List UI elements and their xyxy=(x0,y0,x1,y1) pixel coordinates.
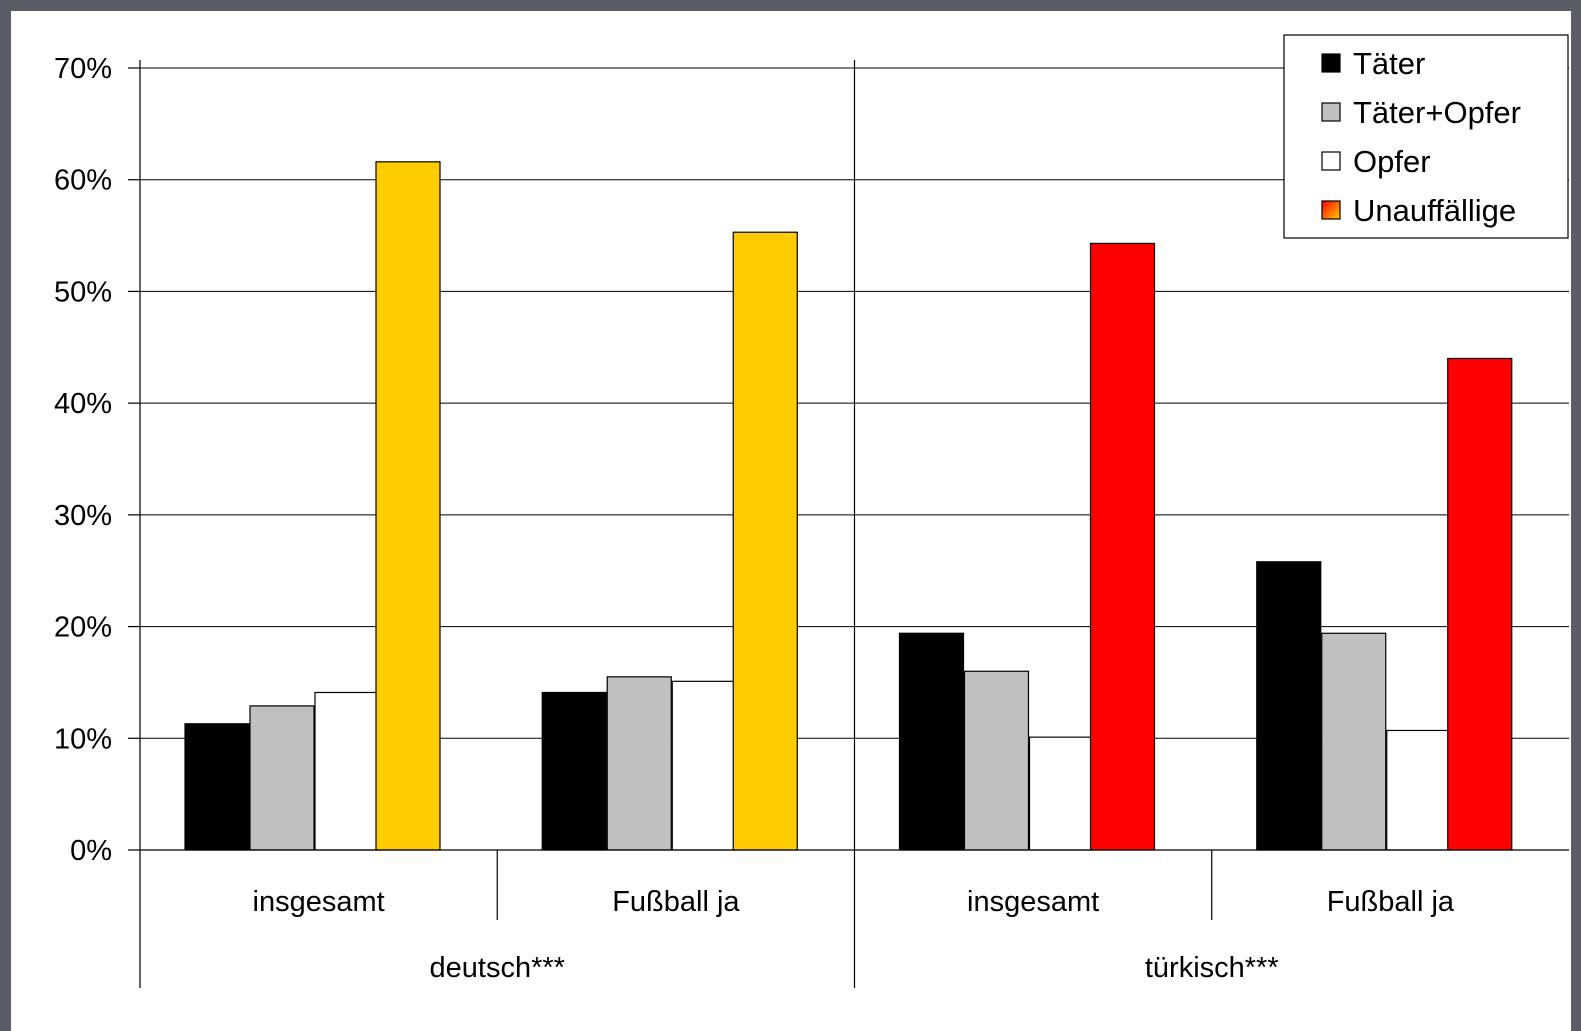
legend-swatch xyxy=(1321,102,1341,122)
bars xyxy=(184,161,1513,851)
legend-swatch xyxy=(1321,151,1341,171)
legend-label: Unauffällige xyxy=(1353,193,1516,228)
legend: Täter Täter+Opfer Opfer Unauffällige xyxy=(1283,34,1569,239)
category-label: Fußball ja xyxy=(1327,886,1455,918)
bar-t-ter-opfer-1 xyxy=(606,676,672,851)
bar-t-ter-3 xyxy=(1256,561,1322,851)
bar-opfer-1 xyxy=(671,680,737,851)
axes xyxy=(139,60,1569,988)
category-label: insgesamt xyxy=(967,886,1099,918)
y-axis-ticks: 0% 10% 20% 30% 40% 50% 60% 70% xyxy=(54,53,140,867)
legend-swatch xyxy=(1321,200,1341,220)
legend-label: Täter xyxy=(1353,46,1425,81)
bar-unauff-llige-0 xyxy=(375,161,441,851)
legend-label: Opfer xyxy=(1353,144,1431,179)
y-tick-label: 50% xyxy=(54,276,112,308)
bar-opfer-2 xyxy=(1028,736,1095,851)
bar-unauff-llige-2 xyxy=(1089,242,1156,851)
y-tick-label: 60% xyxy=(54,165,112,197)
category-label: insgesamt xyxy=(253,886,385,918)
group-label: türkisch*** xyxy=(1145,952,1279,984)
y-tick-label: 70% xyxy=(54,53,112,85)
bar-unauff-llige-3 xyxy=(1447,357,1513,851)
y-tick-label: 20% xyxy=(54,612,112,644)
y-tick-label: 0% xyxy=(70,835,112,867)
bar-t-ter-2 xyxy=(898,632,965,851)
y-tick-label: 10% xyxy=(54,723,112,755)
bar-unauff-llige-1 xyxy=(732,231,798,851)
bar-t-ter-opfer-2 xyxy=(963,670,1030,851)
y-tick-label: 40% xyxy=(54,388,112,420)
legend-swatch xyxy=(1321,53,1341,73)
bar-opfer-3 xyxy=(1386,729,1452,851)
group-label: deutsch*** xyxy=(430,952,565,984)
bar-t-ter-opfer-0 xyxy=(249,705,315,851)
bar-t-ter-1 xyxy=(541,691,607,851)
x-axis-labels: insgesamt Fußball ja insgesamt Fußball ja de… xyxy=(253,886,1455,984)
legend-label: Täter+Opfer xyxy=(1353,95,1521,130)
category-label: Fußball ja xyxy=(612,886,740,918)
bar-t-ter-opfer-3 xyxy=(1321,632,1387,851)
y-tick-label: 30% xyxy=(54,500,112,532)
bar-opfer-0 xyxy=(314,691,380,851)
bar-t-ter-0 xyxy=(184,723,250,851)
